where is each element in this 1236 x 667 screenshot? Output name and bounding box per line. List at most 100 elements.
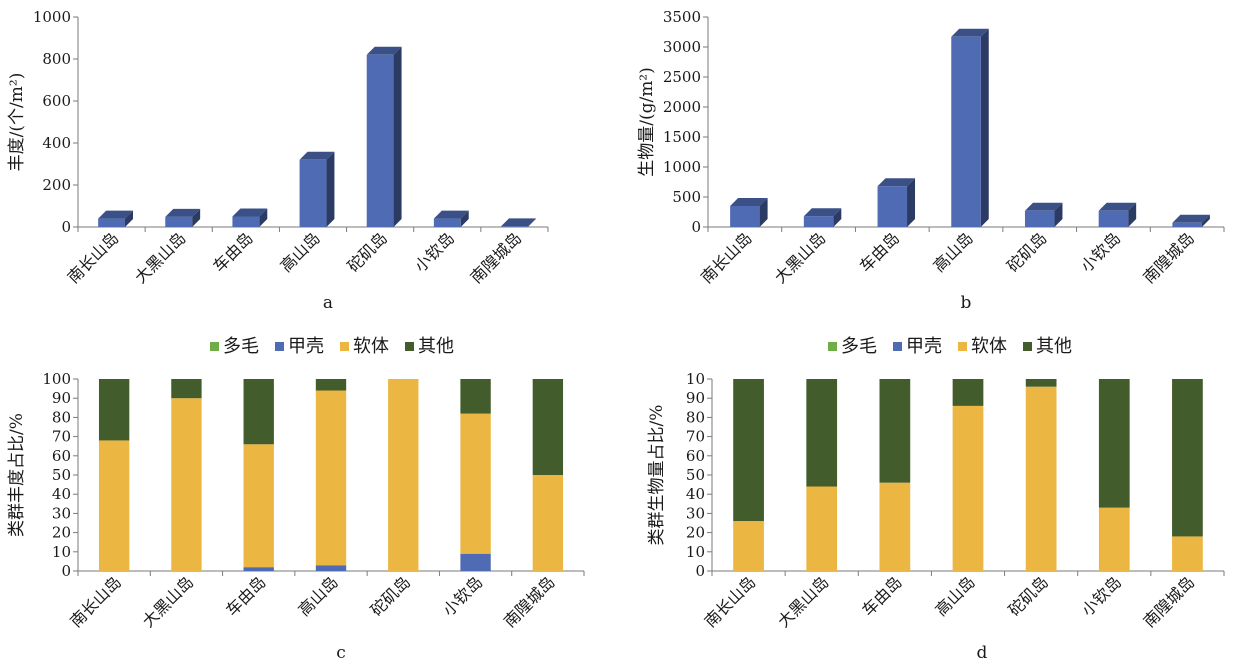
category-label: 车由岛 (856, 228, 903, 275)
category-label: 南隍城岛 (467, 228, 526, 287)
bar-segment (1025, 386, 1057, 571)
bar-segment (98, 379, 130, 441)
category-label: 高山岛 (931, 572, 978, 619)
bar-segment (806, 486, 838, 571)
bar-segment (243, 444, 274, 568)
y-tick-label: 80 (52, 408, 71, 426)
bar-side (125, 210, 133, 227)
bar-segment (733, 379, 764, 522)
bar (803, 208, 842, 227)
legend-swatch (275, 342, 284, 351)
bar-front (1024, 210, 1055, 227)
bar (366, 46, 402, 227)
bar (232, 208, 268, 227)
bar-side (833, 208, 842, 227)
bar-segment (315, 379, 347, 391)
legend: 多毛 甲壳 软体 其他 (828, 336, 1072, 357)
category-label: 车由岛 (209, 228, 256, 275)
bar-front (1098, 210, 1129, 227)
bar-segment (952, 379, 984, 406)
panel-label: d (977, 643, 988, 663)
bar-top (730, 198, 768, 206)
legend-swatch (405, 342, 414, 351)
bar-side (1128, 202, 1137, 227)
category-label: 南隍城岛 (1140, 572, 1199, 631)
bar-side (907, 178, 916, 227)
bar-side (759, 198, 768, 227)
bar (1098, 202, 1137, 227)
panel-label: a (323, 293, 333, 313)
y-tick-label: 800 (42, 50, 71, 68)
bar-segment (243, 567, 274, 571)
y-tick-label: 100 (42, 370, 71, 388)
bar-side (192, 208, 201, 227)
category-label: 南长山岛 (697, 228, 756, 287)
panel-label: c (336, 643, 346, 663)
y-tick-label: 3000 (663, 38, 701, 56)
bar-segment (315, 390, 347, 566)
bar-top (951, 28, 989, 37)
y-tick-label: 1500 (663, 128, 701, 146)
legend-label: 软体 (971, 336, 1007, 357)
bar-top (232, 208, 268, 217)
legend-label: 多毛 (223, 336, 259, 357)
y-tick-label: 600 (42, 92, 71, 110)
legend-label: 软体 (353, 336, 389, 357)
bar-segment (806, 379, 838, 487)
bar-top (803, 208, 842, 217)
y-tick-label: 3500 (663, 8, 701, 26)
bar-side (527, 218, 536, 227)
y-tick-label: 10 (52, 543, 71, 561)
y-tick-label: 0 (61, 218, 71, 236)
bar-front (501, 226, 528, 227)
category-label: 高山岛 (276, 228, 323, 275)
category-label: 砣矶岛 (367, 572, 414, 619)
category-label: 大黑山岛 (131, 228, 190, 287)
bar (951, 28, 989, 227)
legend-swatch (1023, 342, 1032, 351)
legend: 多毛 甲壳 软体 其他 (210, 336, 454, 357)
bar-segment (879, 379, 911, 483)
bar-side (460, 210, 469, 227)
y-tick-label: 400 (42, 134, 71, 152)
y-tick-label: 50 (52, 466, 71, 484)
bar-front (98, 218, 125, 227)
bar-side (393, 46, 402, 227)
bar-segment (1172, 379, 1203, 537)
panel-label: b (961, 293, 972, 313)
bar-segment (1172, 536, 1203, 571)
bar-segment (460, 413, 491, 554)
category-label: 高山岛 (929, 228, 976, 275)
category-label: 南长山岛 (701, 572, 760, 631)
panel-a: 0 200 400 600 800 1000 南长山岛 大黑山岛 车由岛 高山岛 砣矶岛 小钦岛 南隍城… (7, 8, 549, 313)
category-label: 南隍城岛 (1139, 228, 1198, 287)
bar-segment (532, 379, 564, 475)
y-tick-label: 0 (691, 218, 701, 236)
y-tick-label: 80 (686, 408, 705, 426)
category-label: 车由岛 (222, 572, 269, 619)
bar (433, 210, 469, 227)
panel-b: 0 500 1000 1500 2000 2500 3000 3500 南长山岛 大黑山岛 车由岛高… (637, 8, 1225, 313)
bar-front (730, 206, 760, 227)
bar (165, 208, 201, 227)
category-label: 大黑山岛 (774, 572, 833, 631)
y-tick-label: 0 (61, 562, 71, 580)
category-label: 砣矶岛 (344, 228, 391, 275)
legend-swatch (893, 342, 902, 351)
bar-front (951, 36, 981, 227)
category-label: 大黑山岛 (139, 572, 198, 631)
y-axis-title: 丰度/(个/m²) (7, 73, 27, 172)
bar-front (433, 218, 461, 227)
bar-front (803, 216, 834, 227)
panel-c: 01020 3040506070 8090100 南长山岛 大黑山岛 车由岛 高山岛 砣矶岛小… (7, 336, 585, 663)
y-tick-label: 70 (52, 428, 71, 446)
category-label: 南长山岛 (64, 228, 123, 287)
bar-segment (532, 475, 564, 571)
bar (299, 151, 335, 227)
bar-segment (171, 379, 202, 399)
bar-segment (171, 398, 202, 571)
bar-side (1054, 202, 1063, 227)
bar-top (299, 151, 335, 160)
